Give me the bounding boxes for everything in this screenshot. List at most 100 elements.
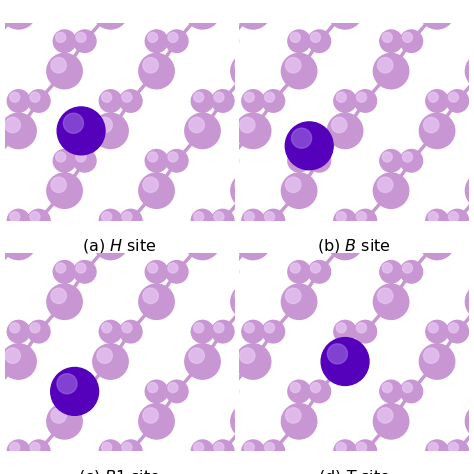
- Circle shape: [264, 323, 274, 333]
- Circle shape: [189, 0, 204, 13]
- Circle shape: [241, 439, 265, 463]
- Circle shape: [191, 439, 214, 463]
- Circle shape: [0, 343, 37, 380]
- Circle shape: [143, 57, 158, 73]
- Circle shape: [428, 92, 438, 102]
- Circle shape: [287, 260, 311, 284]
- Circle shape: [27, 209, 51, 233]
- Circle shape: [400, 260, 423, 284]
- Circle shape: [379, 380, 403, 403]
- Circle shape: [327, 0, 364, 30]
- Circle shape: [446, 209, 469, 233]
- Circle shape: [148, 32, 158, 42]
- Circle shape: [99, 319, 122, 344]
- Circle shape: [138, 172, 175, 209]
- Circle shape: [73, 260, 97, 284]
- Circle shape: [310, 32, 320, 42]
- Circle shape: [46, 283, 83, 320]
- Circle shape: [356, 92, 366, 102]
- Circle shape: [327, 112, 364, 149]
- Circle shape: [469, 177, 474, 192]
- Circle shape: [336, 323, 346, 333]
- Circle shape: [168, 383, 178, 392]
- Circle shape: [446, 89, 469, 113]
- Circle shape: [240, 152, 250, 162]
- Circle shape: [331, 117, 347, 133]
- Circle shape: [261, 89, 285, 113]
- Circle shape: [76, 152, 86, 162]
- Circle shape: [219, 32, 228, 42]
- Circle shape: [239, 0, 255, 13]
- Circle shape: [239, 228, 255, 244]
- Circle shape: [101, 92, 112, 102]
- Circle shape: [143, 288, 158, 303]
- Circle shape: [27, 89, 51, 113]
- Circle shape: [97, 228, 112, 244]
- Circle shape: [30, 92, 40, 102]
- Circle shape: [215, 260, 239, 284]
- Circle shape: [285, 288, 301, 303]
- Circle shape: [119, 319, 143, 344]
- Circle shape: [287, 149, 311, 173]
- Circle shape: [327, 232, 364, 269]
- Circle shape: [0, 0, 37, 30]
- Circle shape: [101, 323, 112, 333]
- Circle shape: [119, 89, 143, 113]
- Circle shape: [0, 224, 37, 260]
- Circle shape: [379, 260, 403, 284]
- Circle shape: [194, 212, 204, 222]
- Circle shape: [328, 344, 347, 364]
- Circle shape: [168, 152, 178, 162]
- Circle shape: [377, 57, 393, 73]
- Circle shape: [27, 319, 51, 344]
- Circle shape: [373, 283, 410, 320]
- Circle shape: [215, 29, 239, 53]
- Circle shape: [57, 374, 77, 394]
- Circle shape: [92, 224, 129, 260]
- Circle shape: [307, 380, 331, 403]
- Circle shape: [53, 149, 76, 173]
- Circle shape: [373, 403, 410, 440]
- Circle shape: [336, 92, 346, 102]
- Circle shape: [168, 32, 178, 42]
- Circle shape: [402, 152, 412, 162]
- Circle shape: [168, 263, 178, 273]
- Circle shape: [469, 288, 474, 303]
- Circle shape: [211, 439, 235, 463]
- Circle shape: [97, 0, 112, 13]
- Circle shape: [235, 288, 250, 303]
- Circle shape: [333, 89, 357, 113]
- Circle shape: [333, 209, 357, 233]
- Circle shape: [189, 467, 204, 474]
- Circle shape: [0, 149, 5, 173]
- Circle shape: [285, 57, 301, 73]
- Circle shape: [46, 403, 83, 440]
- Circle shape: [471, 149, 474, 173]
- Circle shape: [336, 442, 346, 452]
- Circle shape: [382, 32, 392, 42]
- Circle shape: [423, 228, 439, 244]
- Circle shape: [230, 172, 267, 209]
- Circle shape: [122, 212, 132, 222]
- Circle shape: [76, 32, 86, 42]
- Circle shape: [327, 463, 364, 474]
- Circle shape: [99, 439, 122, 463]
- Circle shape: [57, 107, 105, 155]
- Circle shape: [73, 29, 97, 53]
- Circle shape: [191, 209, 214, 233]
- Circle shape: [0, 29, 5, 53]
- Circle shape: [240, 263, 250, 273]
- Circle shape: [235, 57, 250, 73]
- Circle shape: [9, 442, 20, 452]
- Text: (d) $\mathit{T}$ site: (d) $\mathit{T}$ site: [318, 468, 391, 474]
- Circle shape: [99, 89, 122, 113]
- Circle shape: [290, 383, 301, 392]
- Circle shape: [382, 152, 392, 162]
- Circle shape: [148, 383, 158, 392]
- Text: (b) $\mathit{B}$ site: (b) $\mathit{B}$ site: [318, 237, 391, 255]
- Circle shape: [465, 172, 474, 209]
- Circle shape: [53, 380, 76, 403]
- Circle shape: [189, 228, 204, 244]
- Circle shape: [465, 403, 474, 440]
- Circle shape: [310, 263, 320, 273]
